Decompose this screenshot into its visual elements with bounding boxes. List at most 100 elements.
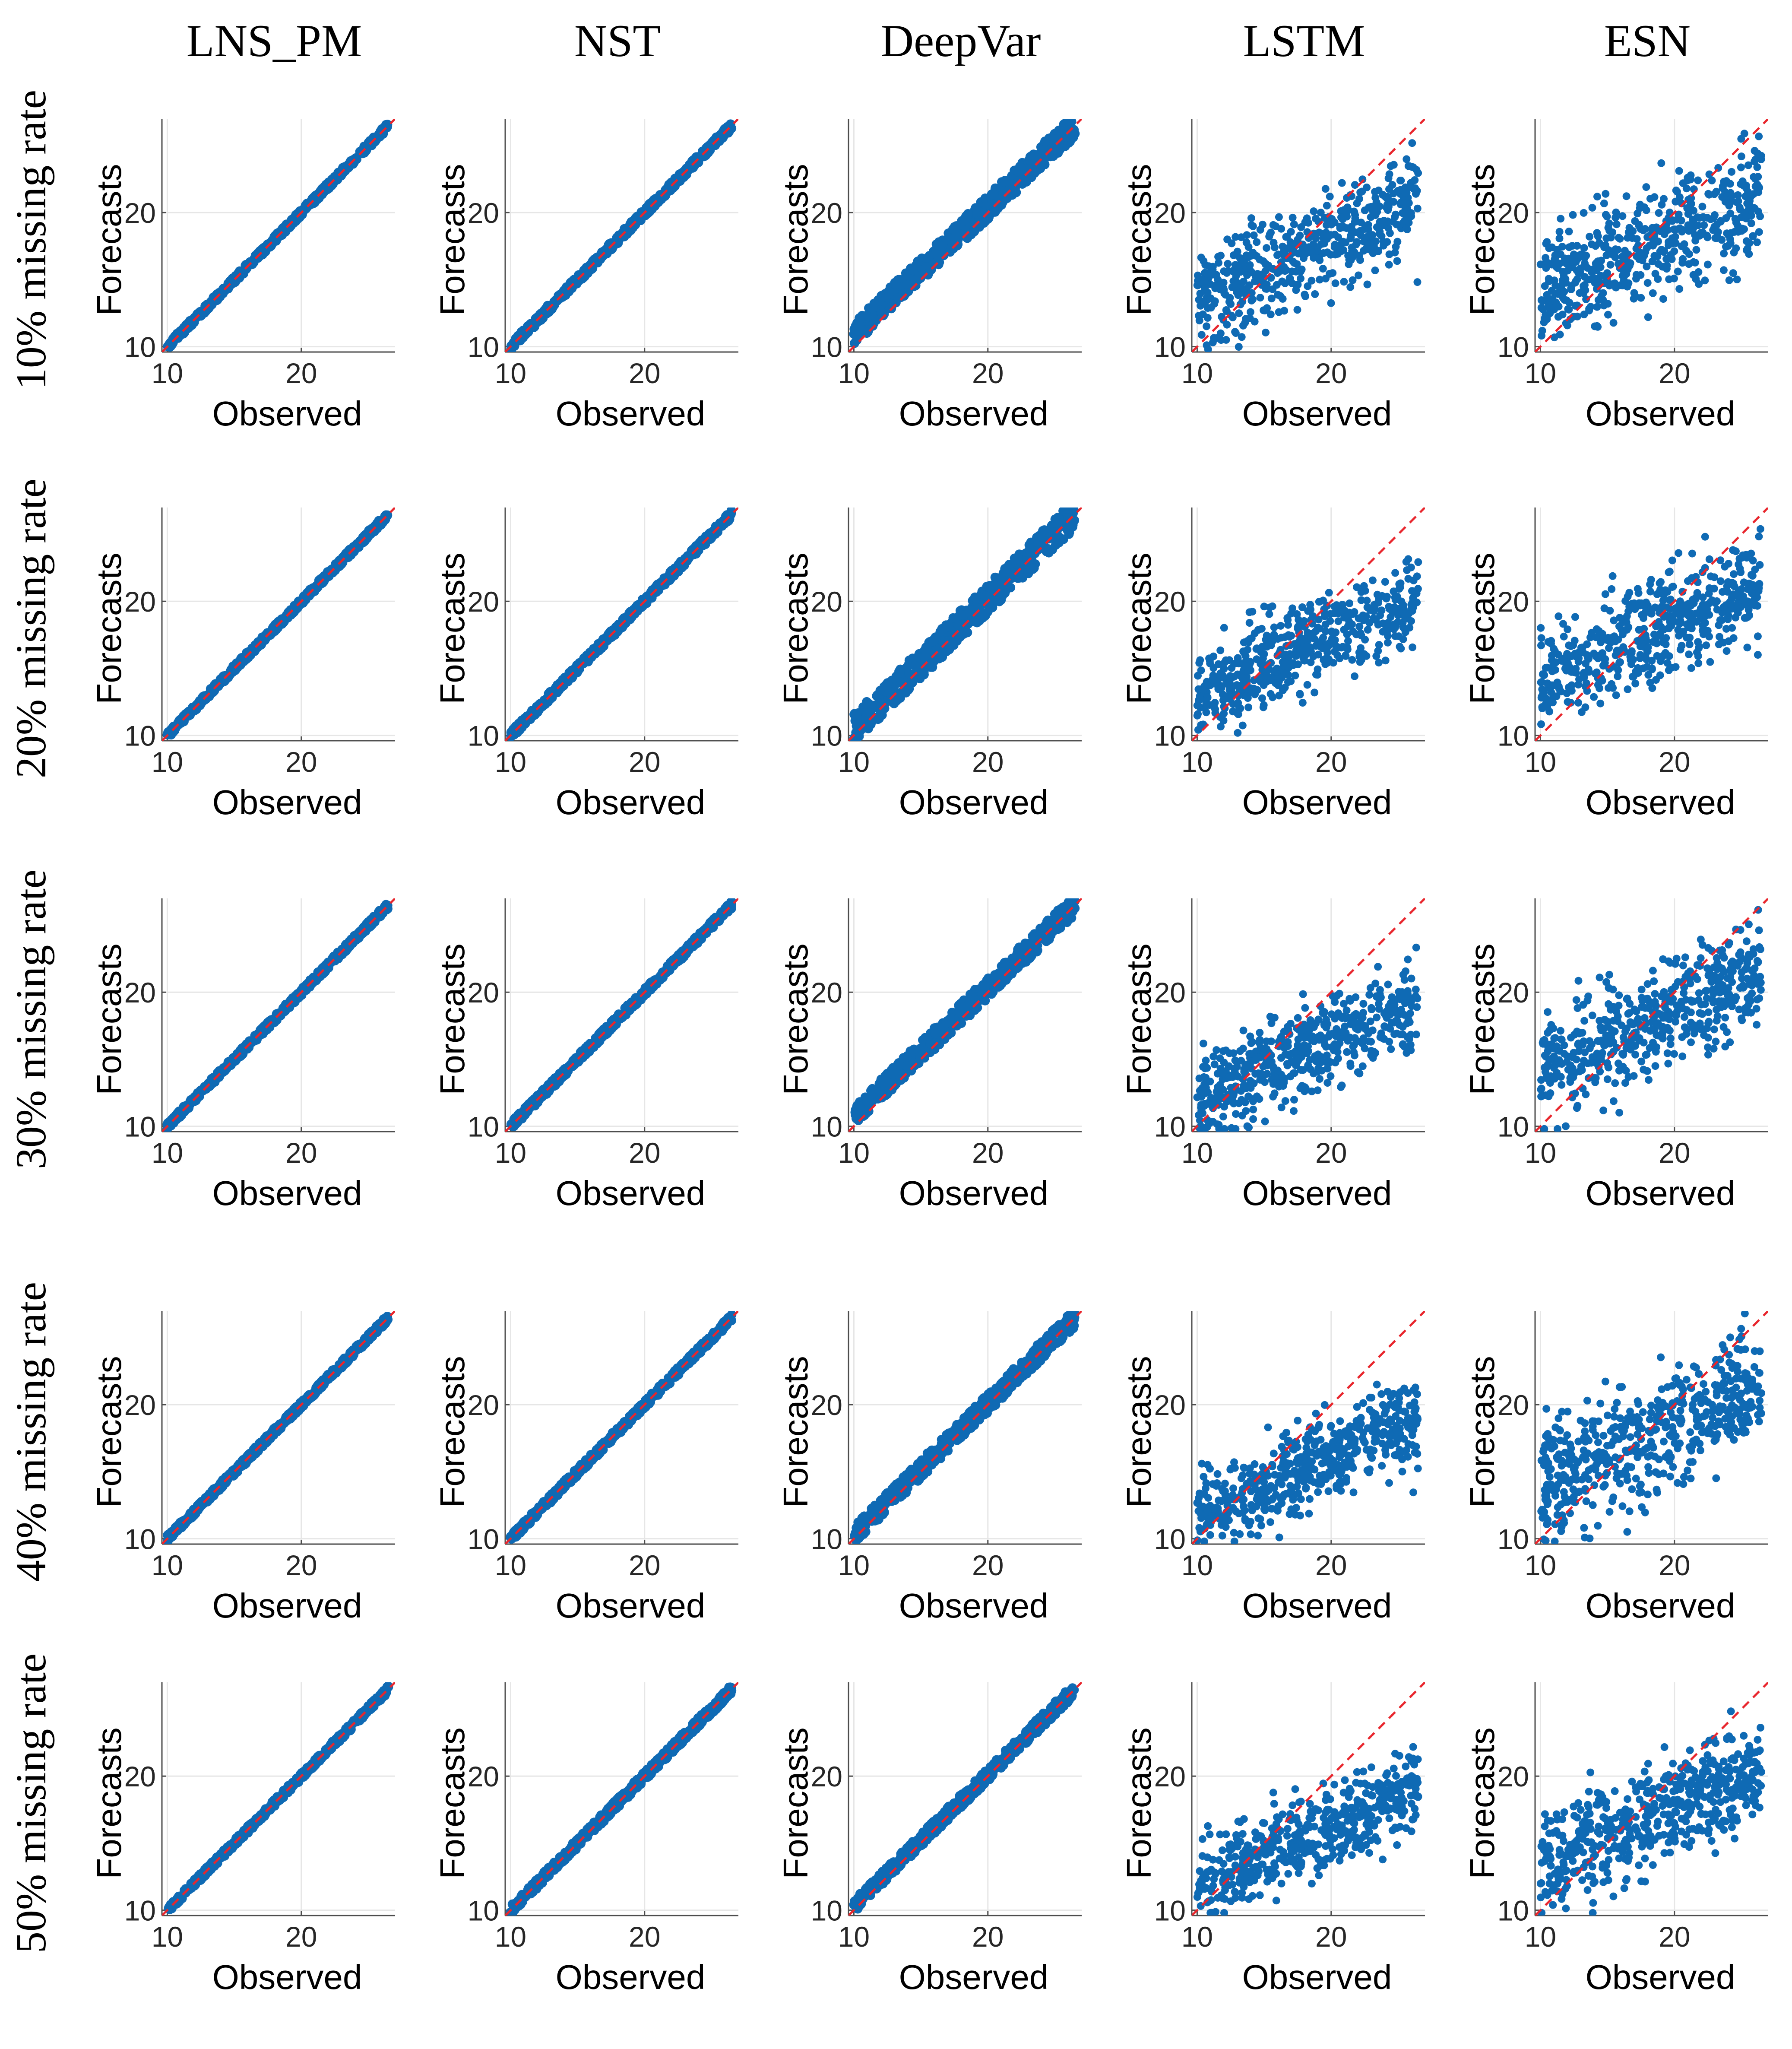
- data-point: [1346, 283, 1355, 291]
- data-point: [1197, 331, 1206, 339]
- data-point: [1708, 176, 1716, 184]
- data-point: [1630, 289, 1638, 297]
- data-point: [508, 730, 518, 740]
- data-point: [1393, 220, 1401, 228]
- data-point: [1358, 175, 1367, 184]
- data-point: [1238, 259, 1247, 267]
- data-point: [1280, 263, 1288, 271]
- data-point: [1665, 238, 1672, 246]
- data-point: [1311, 627, 1320, 635]
- data-point: [1364, 626, 1372, 634]
- data-point: [1321, 627, 1330, 635]
- data-point: [1580, 244, 1588, 252]
- data-point: [1594, 232, 1602, 241]
- x-axis-label: Observed: [1242, 783, 1392, 822]
- data-point: [1732, 244, 1740, 252]
- data-point: [253, 248, 263, 258]
- data-point: [903, 280, 913, 290]
- data-point: [970, 592, 980, 602]
- data-point: [1232, 270, 1241, 279]
- data-point: [1605, 219, 1613, 228]
- x-tick-label: 10: [1525, 357, 1556, 389]
- y-tick-label: 10: [1498, 331, 1529, 363]
- data-point: [1312, 642, 1320, 650]
- data-point: [1262, 328, 1270, 336]
- data-point: [1401, 198, 1409, 206]
- data-point: [1322, 274, 1330, 282]
- data-point: [1380, 217, 1388, 225]
- data-point: [1749, 232, 1757, 240]
- data-point: [1270, 623, 1278, 631]
- data-point: [1655, 209, 1663, 217]
- data-point: [1670, 225, 1678, 234]
- data-point: [1004, 582, 1014, 592]
- column-title: ESN: [1604, 16, 1691, 66]
- data-point: [1199, 297, 1207, 305]
- data-point: [1408, 587, 1416, 595]
- column-title: LSTM: [1243, 16, 1365, 66]
- data-point: [1273, 269, 1282, 277]
- data-point: [1618, 281, 1627, 289]
- data-point: [1659, 295, 1667, 303]
- data-point: [1712, 234, 1720, 242]
- x-axis-label: Observed: [556, 394, 706, 433]
- data-point: [1238, 721, 1247, 730]
- data-point: [1602, 190, 1610, 198]
- data-point: [1309, 612, 1317, 620]
- data-point: [1381, 578, 1389, 586]
- y-tick-label: 10: [1498, 720, 1529, 752]
- data-point: [1384, 632, 1392, 640]
- y-tick-label: 10: [468, 331, 499, 363]
- data-point: [893, 293, 903, 303]
- data-point: [1691, 231, 1699, 239]
- data-point: [1612, 283, 1620, 292]
- data-point: [1339, 643, 1347, 651]
- data-point: [1652, 676, 1660, 684]
- y-axis-label: Forecasts: [433, 552, 472, 704]
- data-point: [1601, 271, 1609, 279]
- data-point: [1223, 320, 1231, 329]
- data-point: [1391, 569, 1399, 577]
- data-point: [1220, 624, 1228, 632]
- data-point: [718, 133, 728, 143]
- data-point: [1225, 298, 1233, 306]
- data-point: [1735, 203, 1744, 212]
- data-point: [1385, 260, 1393, 269]
- data-point: [1332, 628, 1340, 637]
- data-point: [1542, 264, 1550, 272]
- column-title: NST: [574, 16, 661, 66]
- data-point: [1246, 635, 1254, 643]
- data-point: [1596, 263, 1605, 271]
- data-point: [1321, 185, 1330, 193]
- data-point: [919, 653, 929, 663]
- data-point: [1263, 285, 1271, 293]
- row-title: 30% missing rate: [7, 869, 55, 1169]
- data-point: [1259, 703, 1267, 711]
- data-point: [1675, 167, 1683, 175]
- data-point: [1704, 190, 1713, 198]
- column-title: LNS_PM: [187, 16, 362, 66]
- data-point: [1371, 266, 1379, 275]
- data-point: [922, 253, 932, 263]
- y-tick-label: 10: [811, 720, 842, 752]
- row-title: 50% missing rate: [7, 1653, 55, 1953]
- data-point: [1726, 209, 1735, 218]
- data-point: [1245, 608, 1254, 616]
- data-point: [1244, 243, 1253, 251]
- data-point: [1555, 235, 1564, 242]
- data-point: [1626, 259, 1634, 267]
- data-point: [1232, 233, 1240, 241]
- y-axis-label: Forecasts: [90, 552, 128, 704]
- data-point: [1413, 204, 1422, 213]
- x-tick-label: 10: [1181, 357, 1213, 389]
- data-point: [293, 209, 303, 219]
- data-point: [1206, 657, 1214, 665]
- data-point: [1367, 213, 1375, 221]
- data-point: [1705, 170, 1713, 178]
- data-point: [1338, 179, 1346, 187]
- data-point: [1393, 238, 1402, 246]
- data-point: [1001, 178, 1011, 187]
- data-point: [905, 669, 915, 679]
- x-tick-label: 10: [495, 357, 526, 389]
